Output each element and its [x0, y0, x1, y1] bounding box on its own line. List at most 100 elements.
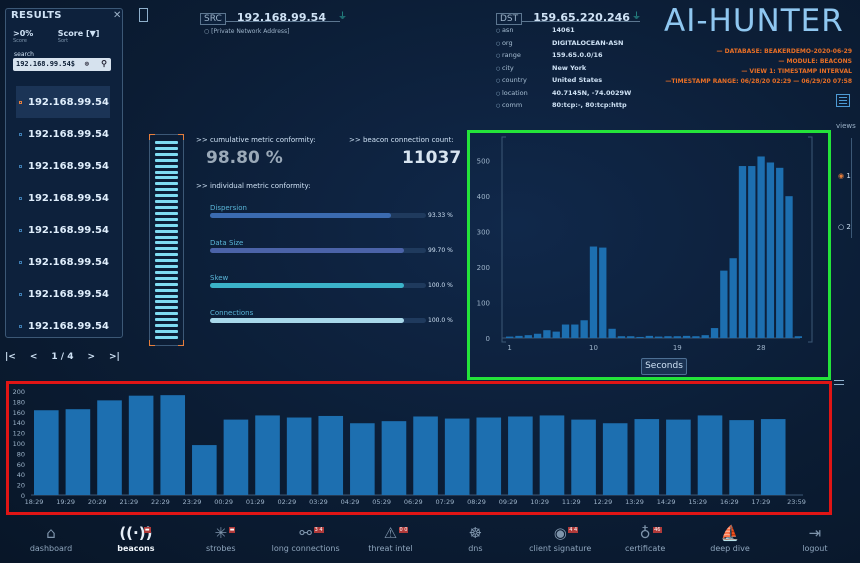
nav-client-signature[interactable]: ◉ 4 4 client signature: [525, 522, 595, 563]
x-tick-label: 03:29: [309, 498, 328, 506]
gauge-segment: [155, 164, 178, 168]
timeline-bar: [34, 410, 59, 495]
dst-label: DST: [496, 13, 523, 25]
search-icon[interactable]: ⚲: [101, 59, 107, 68]
x-tick-label: 08:29: [467, 498, 486, 506]
gauge-segment: [155, 265, 178, 269]
timeline-bar: [444, 418, 470, 495]
interval-histogram: 0 100 200 300 400 500 1 10 19 28: [477, 136, 813, 352]
result-item[interactable]: 192.168.99.54: [16, 310, 110, 342]
gauge-segment: [155, 259, 178, 263]
view-option-2[interactable]: ○ 2: [838, 223, 851, 231]
dst-field-key: comm: [496, 101, 552, 114]
metric-fill: [210, 248, 404, 253]
nav-certificate[interactable]: ♁ 46 certificate: [610, 522, 680, 563]
cumulative-value: 98.80 %: [206, 148, 283, 168]
clear-icon[interactable]: ⊗: [84, 60, 89, 68]
x-tick-label: 16:29: [720, 498, 739, 506]
result-marker: [19, 196, 22, 200]
timeline-bar: [729, 420, 754, 495]
dst-field-key: asn: [496, 26, 552, 39]
x-tick-label: 02:29: [277, 498, 296, 506]
metric-percent: 100.0 %: [428, 282, 453, 289]
gauge-segment: [155, 146, 178, 150]
histogram-bar: [692, 336, 700, 338]
count-badge: 0 0: [398, 527, 409, 533]
app-logo: AI-HUNTER: [664, 3, 844, 39]
result-item[interactable]: 192.168.99.54: [16, 182, 110, 214]
nav-label: long connections: [271, 544, 340, 553]
gauge-segment: [155, 223, 178, 227]
gauge-segment: [155, 330, 178, 333]
filter-icon[interactable]: ⏚: [632, 12, 642, 22]
metric-track: [210, 318, 426, 323]
nav-deep-dive[interactable]: ⛵ deep dive: [695, 522, 765, 563]
export-icon[interactable]: [139, 8, 148, 22]
histogram-bar: [636, 336, 644, 338]
result-item[interactable]: 192.168.99.54: [16, 246, 110, 278]
conformity-gauge: [149, 134, 184, 346]
y-tick-label: 200: [13, 388, 25, 396]
metric-label: Skew: [210, 274, 229, 282]
last-page-icon[interactable]: >|: [109, 352, 120, 362]
nav-long-connections[interactable]: ⚯ 3 4 long connections: [271, 522, 341, 563]
histogram-bar: [645, 335, 653, 338]
x-tick-label: 18:29: [25, 498, 44, 506]
metric-label: Dispersion: [210, 204, 247, 212]
score-filter[interactable]: >0% Score: [13, 29, 55, 44]
result-ip: 192.168.99.54: [28, 128, 109, 140]
result-item[interactable]: 192.168.99.54: [16, 86, 110, 118]
nav-dashboard[interactable]: ⌂ dashboard: [16, 522, 86, 563]
gauge-segment: [155, 217, 178, 221]
timeline-chart: 0 20 40 60 80 100 120 140 160 180 200 18:29 19:29 20:…: [13, 388, 806, 506]
histogram-bar: [701, 335, 709, 338]
filter-icon[interactable]: ⏚: [338, 12, 348, 22]
client-signature-icon: ◉: [553, 524, 567, 542]
metric-fill: [210, 283, 405, 288]
histogram-bar: [552, 331, 560, 338]
gauge-corner: [149, 340, 155, 346]
close-icon[interactable]: ✕: [113, 10, 122, 21]
gauge-corner: [149, 134, 155, 140]
y-tick-label: 60: [17, 461, 25, 469]
sort-dropdown[interactable]: Score [▼] Sort: [58, 29, 100, 44]
result-item[interactable]: 192.168.99.54: [16, 118, 110, 150]
y-tick-label: 40: [17, 471, 25, 479]
search-value: 192.168.99.54$: [16, 60, 76, 68]
x-tick-label: 10: [589, 344, 598, 352]
score-filter-value: >0%: [13, 29, 34, 38]
nav-logout[interactable]: ⇥ logout: [780, 522, 850, 563]
dst-header: DST 159.65.220.246: [496, 6, 640, 25]
dst-field-key: org: [496, 39, 552, 52]
nav-strobes[interactable]: ✳ ▬ strobes: [186, 522, 256, 563]
dst-field-value: 159.65.0.0/16: [552, 51, 603, 59]
radio-selected-icon: ◉: [838, 172, 845, 180]
gauge-segment: [155, 211, 178, 215]
nav-threat-intel[interactable]: ⚠ 0 0 threat intel: [356, 522, 426, 563]
result-item[interactable]: 192.168.99.54: [16, 214, 110, 246]
result-item[interactable]: 192.168.99.54: [16, 150, 110, 182]
seconds-button[interactable]: Seconds: [641, 358, 687, 375]
gauge-segment: [155, 182, 178, 186]
result-ip: 192.168.99.54: [28, 96, 109, 108]
result-marker: [19, 100, 22, 104]
result-marker: [19, 228, 22, 232]
histogram-bar: [710, 328, 719, 338]
count-badge: 4 4: [568, 527, 579, 533]
nav-dns[interactable]: ☸ dns: [440, 522, 510, 563]
view-option-1[interactable]: ◉ 1: [838, 172, 851, 180]
prev-page-icon[interactable]: <: [29, 352, 38, 362]
page-indicator: 1 / 4: [51, 352, 74, 362]
histogram-bar: [776, 167, 784, 338]
list-icon[interactable]: [836, 94, 850, 107]
histogram-bar: [571, 324, 579, 338]
first-page-icon[interactable]: |<: [5, 352, 16, 362]
nav-beacons[interactable]: ((·)) ▬ beacons: [101, 522, 171, 563]
result-item[interactable]: 192.168.99.54: [16, 278, 110, 310]
results-title: RESULTS: [11, 10, 62, 21]
menu-icon[interactable]: [834, 380, 844, 385]
next-page-icon[interactable]: >: [87, 352, 95, 362]
search-input[interactable]: 192.168.99.54$ ⊗ ⚲: [13, 58, 111, 71]
